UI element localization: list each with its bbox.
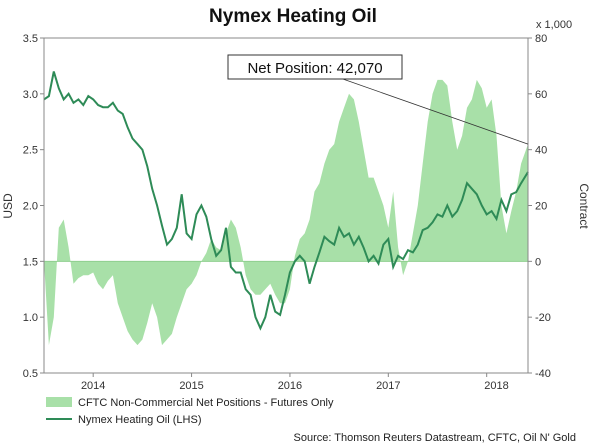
right-tick-label: 40: [535, 145, 547, 157]
legend-label-line: Nymex Heating Oil (LHS): [78, 414, 201, 426]
left-axis: 3.5 3.0 2.5 2.0 1.5 1.0 0.5: [23, 33, 44, 380]
x-tick-label: 2017: [376, 380, 400, 392]
annotation-leader-line: [339, 77, 529, 145]
x-tick-label: 2018: [484, 380, 508, 392]
left-tick-label: 2.0: [23, 201, 38, 213]
left-tick-label: 1.5: [23, 256, 38, 268]
chart-title: Nymex Heating Oil: [209, 6, 377, 27]
annotation-text: Net Position: 42,070: [247, 60, 382, 77]
left-tick-label: 2.5: [23, 145, 38, 157]
net-positions-area: [44, 79, 528, 346]
right-tick-label: -40: [535, 368, 551, 380]
x-tick-label: 2014: [81, 380, 105, 392]
heating-oil-line: [43, 71, 529, 331]
annotation-box: [227, 54, 403, 80]
right-tick-label: -20: [535, 312, 551, 324]
right-unit-label: x 1,000: [536, 19, 572, 31]
left-tick-label: 3.0: [23, 89, 38, 101]
x-tick-label: 2015: [179, 380, 203, 392]
left-tick-label: 1.0: [23, 312, 38, 324]
legend-label-area: CFTC Non-Commercial Net Positions - Futu…: [78, 397, 334, 409]
left-tick-label: 3.5: [23, 33, 38, 45]
right-axis-label: Contract: [577, 183, 591, 229]
right-tick-label: 20: [535, 201, 547, 213]
right-tick-label: 60: [535, 89, 547, 101]
x-tick-label: 2016: [278, 380, 302, 392]
source-text: Source: Thomson Reuters Datastream, CFTC…: [294, 432, 577, 444]
plot-area: [43, 71, 529, 346]
left-axis-label: USD: [1, 193, 15, 219]
right-tick-label: 80: [535, 33, 547, 45]
x-axis: 2014 2015 2016 2017 2018: [81, 373, 509, 392]
right-axis: 80 60 40 20 0 -20 -40: [528, 33, 551, 380]
legend-swatch-area: [46, 397, 72, 407]
right-tick-label: 0: [535, 256, 541, 268]
left-tick-label: 0.5: [23, 368, 38, 380]
legend: CFTC Non-Commercial Net Positions - Futu…: [46, 397, 334, 426]
